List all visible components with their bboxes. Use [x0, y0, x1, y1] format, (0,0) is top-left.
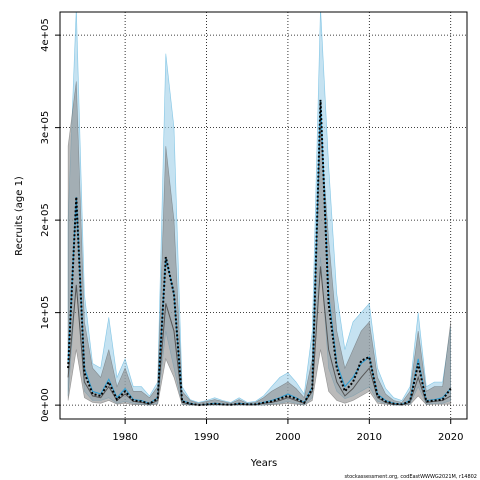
source-note: stockassessment.org, codEastWWWG2021M, r…: [345, 474, 477, 480]
y-tick-label: 0e+00: [40, 388, 51, 422]
dotted_estimate-line: [67, 99, 452, 407]
x-tick-label: 2000: [275, 432, 300, 443]
plot-frame: [59, 11, 468, 420]
series-lines: [67, 99, 452, 407]
y-axis: 0e+00 1e+05 2e+05 3e+05 4e+05: [40, 18, 60, 422]
y-tick-label: 3e+05: [40, 111, 51, 145]
x-tick-label: 2010: [357, 432, 382, 443]
y-tick-label: 1e+05: [40, 296, 51, 330]
x-tick-label: 1980: [112, 432, 137, 443]
y-tick-label: 4e+05: [40, 18, 51, 52]
y-tick-label: 2e+05: [40, 203, 51, 237]
x-tick-label: 1990: [194, 432, 219, 443]
x-axis-label: Years: [250, 458, 277, 469]
x-axis: 1980 1990 2000 2010 2020: [112, 419, 463, 443]
grid-lines: [60, 12, 467, 419]
x-tick-label: 2020: [438, 432, 463, 443]
y-axis-label: Recruits (age 1): [14, 176, 25, 256]
